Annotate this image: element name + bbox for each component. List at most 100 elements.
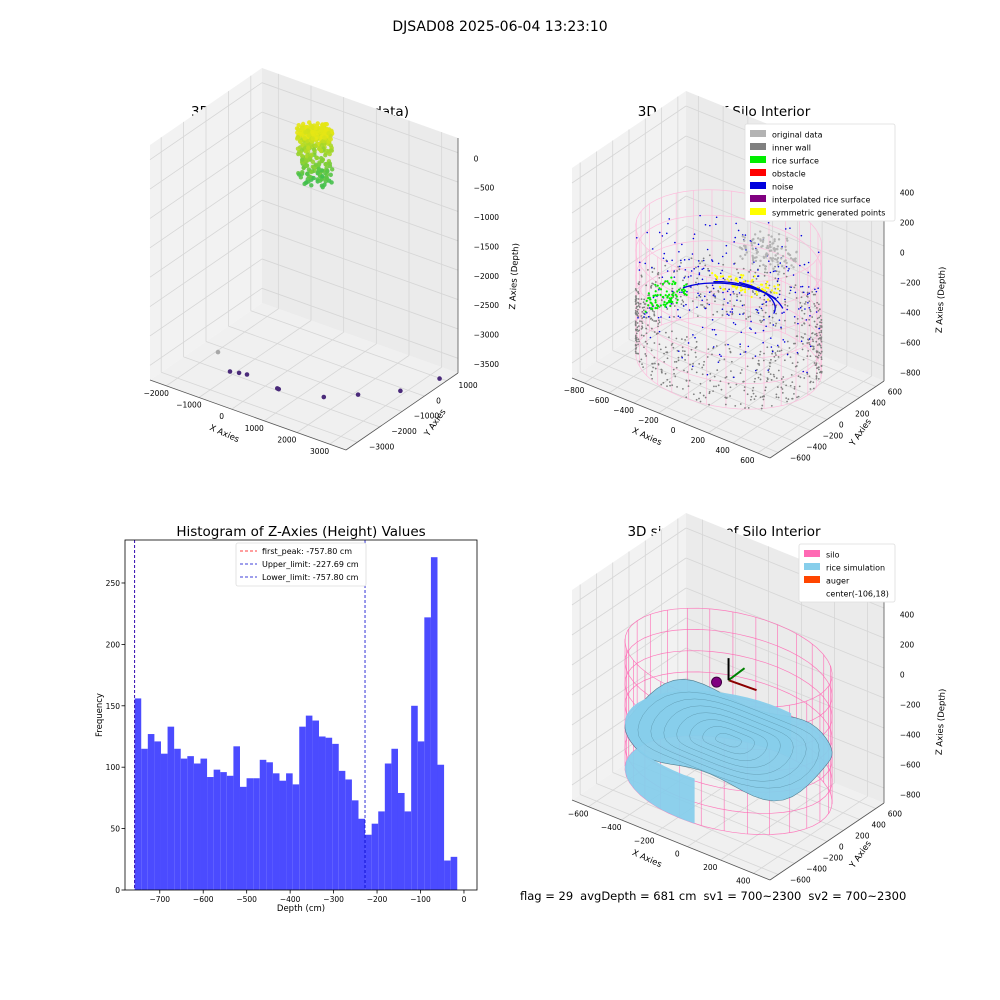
inner-wall-point [704, 396, 707, 399]
grid-z-side [571, 557, 687, 636]
cluster-point [327, 151, 332, 157]
inner-wall-point [637, 325, 640, 328]
inner-wall-point [764, 311, 767, 314]
histogram-bar [325, 737, 333, 890]
histogram-bar [305, 715, 313, 890]
inner-wall-point [669, 384, 671, 387]
inner-wall-point [641, 322, 644, 325]
inner-wall-point [809, 381, 812, 384]
noise-point [678, 250, 680, 253]
noise-point [697, 260, 700, 262]
inner-wall-point [671, 384, 674, 387]
legend-frame [744, 123, 896, 222]
grid-z-back [685, 557, 885, 639]
noise-point [807, 271, 809, 274]
histogram-bar [299, 726, 306, 890]
inner-wall-point [713, 375, 716, 378]
noise-point [637, 317, 639, 319]
grid-z-back [685, 255, 885, 337]
x-tick-label: 600 [740, 456, 755, 465]
histogram-bar [200, 758, 208, 890]
inner-wall-point [663, 281, 666, 284]
inner-wall-point [816, 334, 818, 337]
y-tick-label: 150 [106, 702, 121, 711]
inner-wall-point [786, 400, 788, 403]
inner-wall-point [696, 277, 699, 280]
inner-wall-point [813, 320, 816, 323]
inner-wall-point [653, 313, 656, 316]
original-point [759, 239, 762, 242]
inner-wall-point [712, 313, 715, 316]
cluster-point [319, 158, 325, 163]
noise-point [667, 222, 669, 225]
noise-point [698, 294, 700, 297]
rice-surface-point [648, 296, 651, 299]
inner-wall-point [655, 333, 658, 335]
rice-surface-point [654, 294, 657, 297]
inner-wall-point [794, 284, 797, 287]
rice-surface-point [685, 283, 688, 286]
noise-point [651, 248, 654, 250]
rice-surface-point [680, 288, 684, 292]
x-tick-label: −600 [568, 810, 589, 819]
inner-wall-point [806, 291, 809, 294]
inner-wall-point [782, 376, 785, 378]
inner-wall-point [739, 345, 742, 348]
noise-point [646, 231, 648, 234]
rice-surface-point [669, 299, 673, 302]
original-point [771, 259, 774, 262]
original-point [756, 237, 760, 240]
histogram-bar [404, 811, 412, 890]
inner-wall-point [636, 310, 639, 313]
z-tick-label: 200 [900, 218, 915, 227]
rice-surface-point [663, 301, 666, 304]
histogram-bar [384, 763, 392, 890]
inner-wall-point [765, 291, 768, 293]
noise-point [732, 321, 735, 324]
noise-point [782, 338, 785, 341]
grid-z-side [571, 195, 687, 274]
cluster-point [303, 149, 309, 154]
inner-wall-point [653, 314, 656, 317]
inner-wall-point [816, 350, 819, 353]
noise-point [763, 319, 765, 321]
inner-wall-point [795, 297, 798, 299]
inner-wall-point [742, 380, 745, 383]
noise-point [715, 216, 718, 219]
original-point [759, 259, 762, 263]
cluster-point [309, 169, 314, 175]
original-point [780, 257, 783, 260]
inner-wall-point [722, 303, 725, 306]
inner-wall-point [777, 356, 780, 358]
symmetric-point [743, 290, 747, 294]
inner-wall-point [684, 353, 686, 356]
noise-point [721, 255, 724, 258]
inner-wall-point [658, 321, 661, 324]
symmetric-point [766, 280, 769, 283]
inner-wall-point [820, 365, 823, 367]
rice-surface-point [666, 295, 669, 298]
outlier-point [215, 349, 221, 355]
rice-surface-point [659, 293, 662, 296]
cluster-point [296, 123, 301, 128]
z-tick-label: 0 [900, 248, 905, 257]
cluster-point [300, 170, 305, 175]
inner-wall-point [658, 343, 661, 346]
inner-wall-point [811, 338, 814, 341]
cluster-point [302, 136, 307, 141]
inner-wall-point [690, 257, 693, 260]
y-tick-label: 200 [855, 831, 870, 840]
inner-wall-point [729, 300, 731, 302]
symmetric-point [718, 285, 722, 289]
inner-wall-point [807, 349, 810, 352]
y-tick-label: 100 [106, 763, 121, 772]
noise-point [677, 350, 680, 352]
rice-surface-point [669, 304, 672, 308]
original-point [753, 233, 757, 236]
legend-label: original data [772, 131, 823, 140]
noise-point [799, 264, 801, 267]
inner-wall-point [743, 304, 746, 306]
histogram-bar [338, 770, 346, 890]
noise-point [767, 369, 769, 371]
original-point [766, 253, 769, 256]
